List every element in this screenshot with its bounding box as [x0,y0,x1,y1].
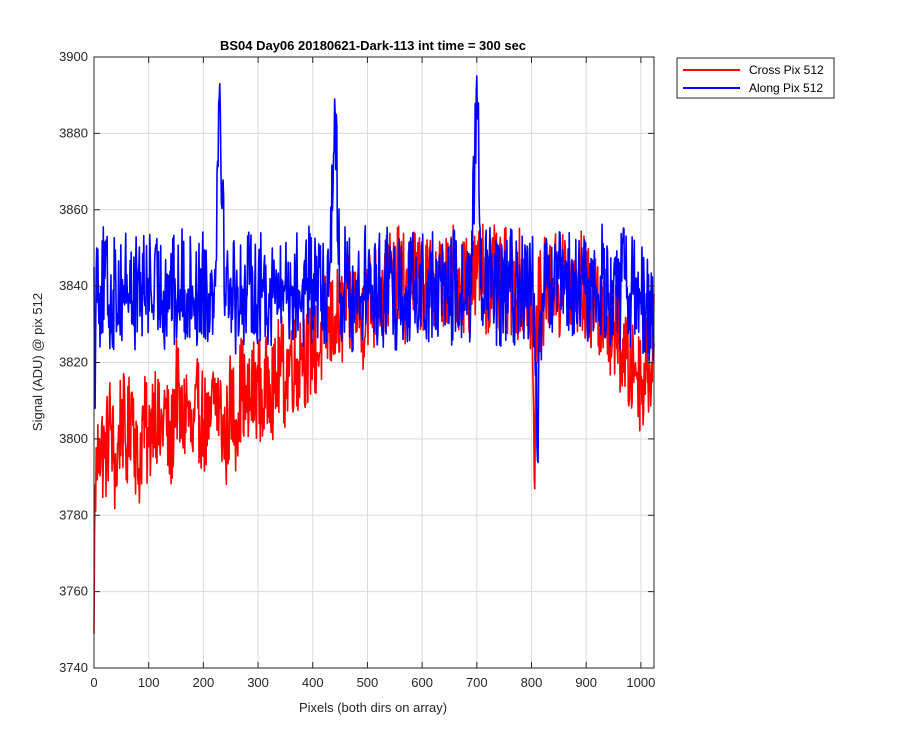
series-line-along-pix-512 [93,75,655,464]
y-tick-label: 3860 [59,202,88,217]
y-tick-label: 3740 [59,660,88,675]
x-tick-label: 1000 [626,675,655,690]
y-tick-label: 3840 [59,278,88,293]
x-tick-label: 400 [302,675,324,690]
y-axis-label: Signal (ADU) @ pix 512 [30,293,45,431]
legend-label-along: Along Pix 512 [749,81,823,95]
axis-ticks: 0 100 200 300 400 500 600 700 800 900 1000 3740 3760… [59,49,655,690]
x-tick-label: 200 [193,675,215,690]
y-tick-label: 3900 [59,49,88,64]
y-tick-label: 3820 [59,355,88,370]
x-tick-label: 800 [521,675,543,690]
x-tick-label: 300 [247,675,269,690]
x-tick-label: 700 [466,675,488,690]
y-tick-label: 3780 [59,507,88,522]
series-layer [93,75,655,634]
legend-box [676,57,835,99]
x-tick-label: 0 [90,675,97,690]
y-tick-label: 3880 [59,125,88,140]
legend-label-cross: Cross Pix 512 [749,63,824,77]
x-tick-label: 500 [357,675,379,690]
y-tick-label: 3760 [59,584,88,599]
x-tick-label: 900 [575,675,597,690]
x-tick-label: 100 [138,675,160,690]
y-tick-label: 3800 [59,431,88,446]
x-axis-label: Pixels (both dirs on array) [299,700,447,715]
x-tick-label: 600 [411,675,433,690]
chart-title: BS04 Day06 20180621-Dark-113 int time = … [220,38,526,53]
legend: Cross Pix 512 Along Pix 512 [676,57,835,99]
